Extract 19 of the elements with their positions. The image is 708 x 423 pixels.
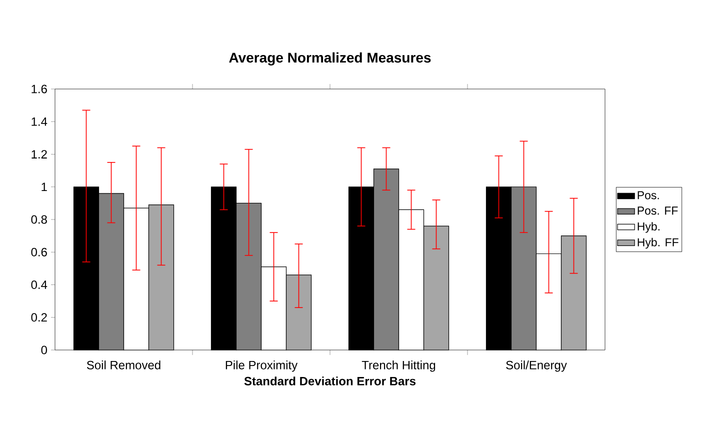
x-tick-label: Trench Hitting	[362, 360, 436, 372]
x-tick-label: Soil Removed	[86, 360, 160, 370]
y-tick-label: 0.8	[31, 215, 47, 224]
legend-label: Hyb.	[638, 222, 660, 233]
legend-label: Pos.	[638, 191, 659, 200]
y-tick-label: 1.4	[32, 118, 48, 126]
y-tick-label: 1.6	[32, 84, 47, 94]
y-tick-label: 1.2	[32, 150, 47, 158]
legend-label: Pos. FF	[638, 206, 678, 215]
x-axis-title: Standard Deviation Error Bars	[244, 376, 416, 386]
y-tick-label: 1	[42, 182, 47, 191]
chart-title: Average Normalized Measures	[229, 52, 431, 66]
y-tick-label: 0.6	[31, 248, 47, 256]
y-tick-label: 0	[41, 346, 48, 354]
legend-label: Hyb. FF	[638, 238, 678, 249]
y-tick-label: 0.2	[31, 313, 47, 322]
y-tick-label: 0.4	[31, 280, 48, 289]
x-tick-label: Pile Proximity	[226, 360, 298, 372]
x-tick-label: Soil/Energy	[506, 360, 567, 372]
